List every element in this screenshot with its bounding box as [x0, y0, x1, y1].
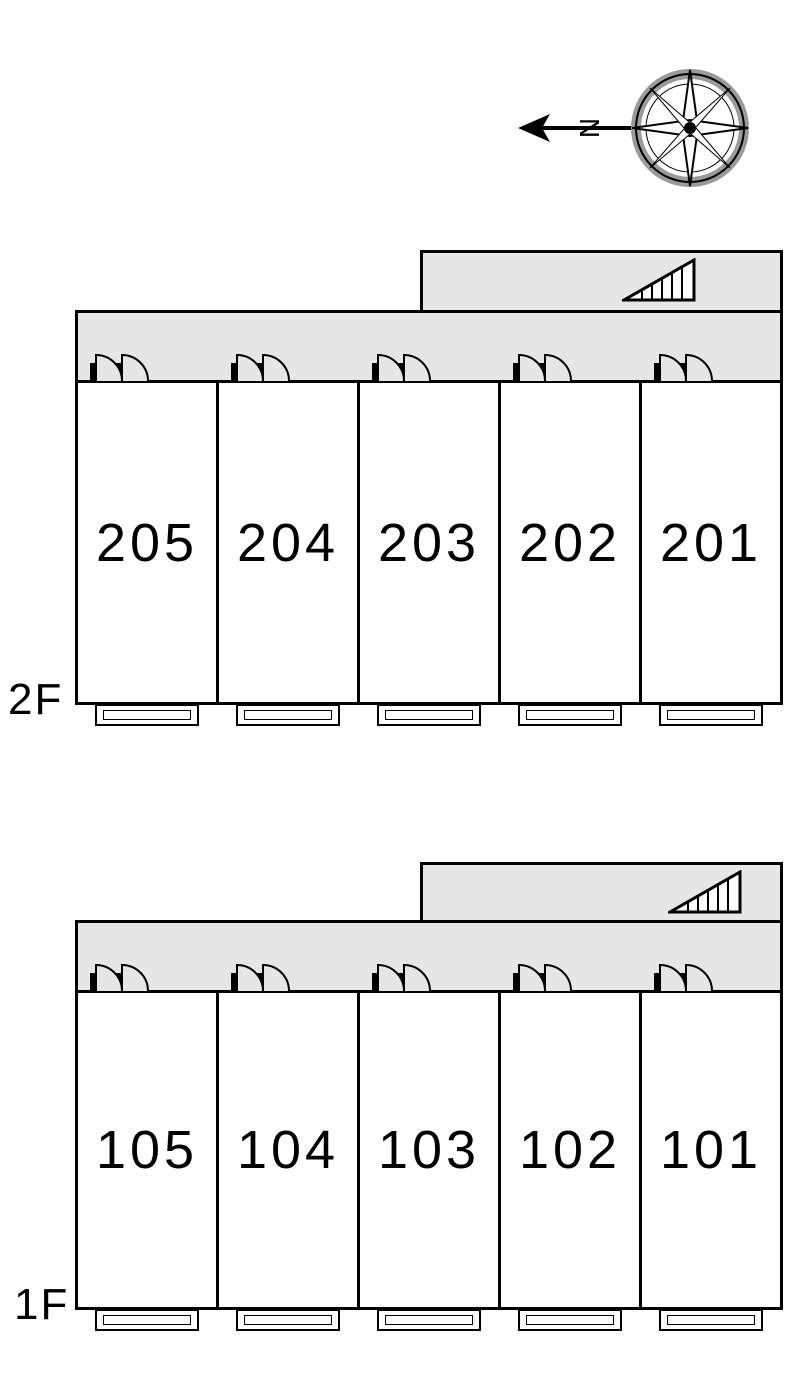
unit-102: 102	[501, 993, 642, 1307]
unit-205: 205	[78, 383, 219, 702]
unit-label: 105	[96, 1119, 198, 1181]
unit-202: 202	[501, 383, 642, 702]
unit-104: 104	[219, 993, 360, 1307]
balcony-icon	[95, 704, 200, 726]
unit-label: 205	[96, 512, 198, 574]
door-icon	[372, 957, 432, 991]
compass-label: N	[574, 118, 606, 138]
balcony-icon	[236, 1309, 341, 1331]
balcony-icon	[236, 704, 341, 726]
unit-label: 201	[660, 512, 762, 574]
balcony-icon	[518, 704, 623, 726]
balcony-icon	[518, 1309, 623, 1331]
corridor-bump-2f	[420, 250, 783, 314]
floor-label-2f: 2F	[8, 675, 63, 725]
floorplan-canvas: N 205 204 203 202 201 2F 105 104 103 102 101 1F	[0, 0, 800, 1381]
door-icon	[513, 957, 573, 991]
door-icon	[513, 347, 573, 381]
unit-label: 203	[378, 512, 480, 574]
stairs-icon	[668, 870, 742, 914]
unit-203: 203	[360, 383, 501, 702]
balcony-icon	[659, 1309, 764, 1331]
units-row-1f: 105 104 103 102 101	[75, 990, 783, 1310]
compass-icon	[510, 48, 770, 208]
unit-201: 201	[642, 383, 780, 702]
unit-101: 101	[642, 993, 780, 1307]
unit-103: 103	[360, 993, 501, 1307]
balcony-icon	[377, 704, 482, 726]
stairs-icon	[622, 258, 696, 302]
balcony-icon	[377, 1309, 482, 1331]
units-row-2f: 205 204 203 202 201	[75, 380, 783, 705]
door-icon	[90, 347, 150, 381]
unit-204: 204	[219, 383, 360, 702]
balcony-icon	[659, 704, 764, 726]
unit-label: 103	[378, 1119, 480, 1181]
door-icon	[654, 957, 714, 991]
unit-label: 104	[237, 1119, 339, 1181]
floor-label-1f: 1F	[14, 1280, 69, 1330]
balcony-icon	[95, 1309, 200, 1331]
unit-label: 204	[237, 512, 339, 574]
door-icon	[654, 347, 714, 381]
unit-label: 102	[519, 1119, 621, 1181]
door-icon	[90, 957, 150, 991]
door-icon	[231, 347, 291, 381]
unit-label: 101	[660, 1119, 762, 1181]
unit-label: 202	[519, 512, 621, 574]
door-icon	[372, 347, 432, 381]
unit-105: 105	[78, 993, 219, 1307]
door-icon	[231, 957, 291, 991]
